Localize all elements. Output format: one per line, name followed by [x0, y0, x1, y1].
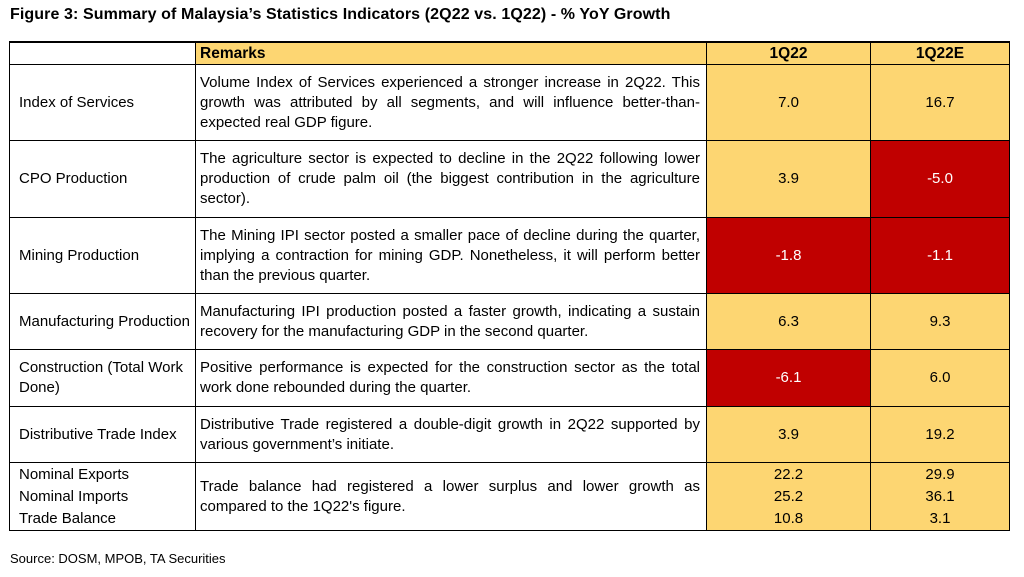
value-1q22e: 19.2 [870, 406, 1010, 463]
header-1q22: 1Q22 [706, 41, 871, 65]
value-1q22: 10.8 [773, 509, 804, 527]
table-row: Distributive Trade Index Distributive Tr… [9, 406, 1010, 463]
table-row: Mining Production The Mining IPI sector … [9, 217, 1010, 294]
value-1q22: 7.0 [706, 64, 871, 141]
value-1q22e: 9.3 [870, 293, 1010, 350]
value-1q22e: 16.7 [870, 64, 1010, 141]
value-1q22: 3.9 [706, 140, 871, 218]
table-row: Construction (Total Work Done) Positive … [9, 349, 1010, 407]
value-1q22e: -1.1 [870, 217, 1010, 294]
indicator-name: CPO Production [9, 140, 196, 218]
figure-title: Figure 3: Summary of Malaysia’s Statisti… [10, 6, 671, 23]
trade-values-1q22: 22.2 25.2 10.8 [706, 462, 871, 531]
table-row: Index of Services Volume Index of Servic… [9, 64, 1010, 141]
indicators-table: Remarks 1Q22 1Q22E Index of Services Vol… [9, 41, 1010, 531]
indicator-name: Index of Services [9, 64, 196, 141]
indicator-name: Nominal Imports [19, 487, 129, 505]
header-1q22e: 1Q22E [870, 41, 1010, 65]
remarks-text: Manufacturing IPI production posted a fa… [195, 293, 707, 350]
remarks-text: The agriculture sector is expected to de… [195, 140, 707, 218]
value-1q22: 22.2 [773, 465, 804, 483]
indicator-name: Manufacturing Production [9, 293, 196, 350]
value-1q22e: 36.1 [925, 487, 955, 505]
trade-indicator-names: Nominal Exports Nominal Imports Trade Ba… [9, 462, 196, 531]
indicator-name: Construction (Total Work Done) [9, 349, 196, 407]
indicator-name: Nominal Exports [19, 465, 130, 483]
indicator-name: Mining Production [9, 217, 196, 294]
remarks-text: Trade balance had registered a lower sur… [195, 462, 707, 531]
header-row: Remarks 1Q22 1Q22E [9, 41, 1010, 65]
table-row: Manufacturing Production Manufacturing I… [9, 293, 1010, 350]
value-1q22: -6.1 [706, 349, 871, 407]
value-1q22e: 29.9 [925, 465, 955, 483]
source-note: Source: DOSM, MPOB, TA Securities [10, 551, 226, 566]
remarks-text: The Mining IPI sector posted a smaller p… [195, 217, 707, 294]
remarks-text: Volume Index of Services experienced a s… [195, 64, 707, 141]
header-remarks: Remarks [195, 41, 707, 65]
value-1q22: 25.2 [773, 487, 804, 505]
value-1q22e: 3.1 [929, 509, 951, 527]
table-row-trade: Nominal Exports Nominal Imports Trade Ba… [9, 462, 1010, 531]
indicator-name: Distributive Trade Index [9, 406, 196, 463]
value-1q22: 6.3 [706, 293, 871, 350]
value-1q22e: -5.0 [870, 140, 1010, 218]
remarks-text: Positive performance is expected for the… [195, 349, 707, 407]
value-1q22e: 6.0 [870, 349, 1010, 407]
table-row: CPO Production The agriculture sector is… [9, 140, 1010, 218]
value-1q22: 3.9 [706, 406, 871, 463]
remarks-text: Distributive Trade registered a double-d… [195, 406, 707, 463]
header-indicator [9, 41, 196, 65]
trade-values-1q22e: 29.9 36.1 3.1 [870, 462, 1010, 531]
indicator-name: Trade Balance [19, 509, 117, 527]
value-1q22: -1.8 [706, 217, 871, 294]
